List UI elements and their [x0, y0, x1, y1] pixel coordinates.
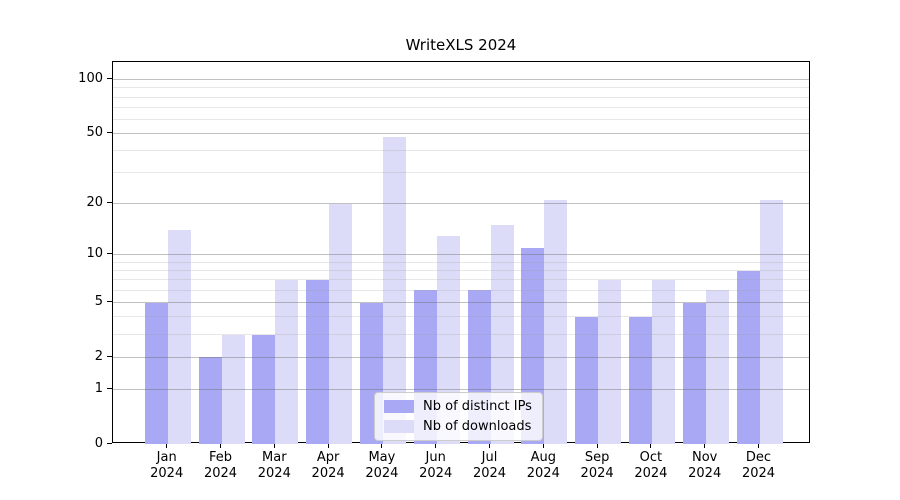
bar-distinct-ips	[306, 279, 330, 444]
y-tick-mark	[107, 387, 112, 389]
y-tick-label: 1	[94, 380, 103, 396]
x-tick-month: Sep	[584, 450, 610, 465]
bar-distinct-ips	[198, 357, 222, 444]
y-tick-label: 2	[94, 348, 103, 364]
bar-distinct-ips	[575, 316, 599, 444]
y-tick-mark	[107, 301, 112, 303]
y-tick-mark	[107, 355, 112, 357]
x-tick-label: Mar 2024	[244, 450, 304, 482]
x-tick-year: 2024	[419, 466, 453, 481]
bar-downloads	[598, 279, 622, 444]
x-tick-month: Aug	[530, 450, 556, 465]
y-tick-mark	[107, 78, 112, 80]
x-tick-mark	[542, 443, 544, 448]
bar-distinct-ips	[628, 316, 652, 444]
bar-downloads	[329, 203, 353, 444]
x-tick-year: 2024	[257, 466, 291, 481]
x-tick-label: Oct 2024	[621, 450, 681, 482]
x-tick-month: Jan	[156, 450, 177, 465]
bar-downloads	[436, 235, 460, 444]
x-tick-label: Jan 2024	[137, 450, 197, 482]
x-tick-year: 2024	[472, 466, 507, 481]
x-tick-mark	[489, 443, 490, 448]
x-tick-year: 2024	[688, 466, 722, 481]
x-tick-year: 2024	[311, 466, 345, 481]
x-tick-year: 2024	[203, 466, 238, 481]
x-tick-mark	[273, 443, 275, 448]
x-tick-mark	[650, 443, 652, 448]
y-tick-label: 100	[78, 71, 103, 87]
x-tick-month: Mar	[262, 450, 287, 465]
y-tick-label: 20	[86, 195, 103, 211]
x-tick-month: Nov	[692, 450, 718, 465]
bar-downloads	[705, 290, 729, 444]
bar-distinct-ips	[682, 302, 706, 444]
x-tick-month: Apr	[316, 450, 340, 465]
x-tick-label: Nov 2024	[675, 450, 735, 482]
x-tick-year: 2024	[580, 466, 614, 481]
x-tick-year: 2024	[365, 466, 399, 481]
chart-title: WriteXLS 2024	[405, 36, 517, 54]
legend-label-downloads: Nb of downloads	[423, 419, 532, 434]
x-tick-label: Jul 2024	[460, 450, 520, 482]
bar-downloads	[651, 279, 675, 444]
x-tick-label: Jun 2024	[406, 450, 466, 482]
x-tick-label: Aug 2024	[513, 450, 573, 482]
legend-row-distinct-ips: Nb of distinct IPs	[384, 399, 532, 414]
x-tick-year: 2024	[150, 466, 184, 481]
bar-downloads	[221, 334, 245, 444]
plot-area	[112, 61, 810, 444]
legend-label-distinct-ips: Nb of distinct IPs	[423, 399, 532, 414]
y-tick-mark	[107, 442, 112, 444]
x-tick-month: Jun	[425, 450, 446, 465]
x-tick-mark	[435, 443, 437, 448]
legend: Nb of distinct IPs Nb of downloads	[374, 392, 543, 441]
x-tick-month: May	[368, 450, 396, 465]
x-tick-mark	[166, 443, 168, 448]
y-tick-mark	[107, 253, 112, 255]
legend-row-downloads: Nb of downloads	[384, 419, 532, 434]
distinct-ips-swatch	[384, 400, 414, 413]
x-tick-mark	[327, 443, 329, 448]
x-tick-mark	[220, 443, 221, 448]
bar-distinct-ips	[252, 334, 276, 444]
y-tick-mark	[107, 202, 112, 204]
x-tick-label: Apr 2024	[298, 450, 358, 482]
bar-distinct-ips	[144, 302, 168, 444]
x-tick-month: Dec	[745, 450, 772, 465]
x-tick-month: Jul	[481, 450, 498, 465]
bar-distinct-ips	[736, 270, 760, 444]
x-tick-label: Feb 2024	[191, 450, 251, 482]
x-tick-mark	[758, 443, 759, 448]
x-tick-month: Oct	[639, 450, 663, 465]
bars-layer	[113, 62, 809, 444]
y-tick-label: 0	[94, 435, 103, 451]
x-tick-year: 2024	[634, 466, 668, 481]
x-tick-mark	[381, 443, 383, 448]
bar-downloads	[759, 199, 783, 444]
x-tick-mark	[596, 443, 598, 448]
x-tick-month: Feb	[208, 450, 233, 465]
bar-downloads	[275, 279, 299, 444]
bar-downloads	[167, 230, 191, 444]
bar-downloads	[382, 136, 406, 444]
x-tick-year: 2024	[526, 466, 560, 481]
x-tick-year: 2024	[741, 466, 776, 481]
x-tick-label: May 2024	[352, 450, 412, 482]
x-tick-label: Dec 2024	[729, 450, 789, 482]
downloads-swatch	[384, 420, 414, 433]
bar-downloads	[490, 225, 514, 444]
bar-downloads	[544, 199, 568, 444]
y-tick-label: 50	[86, 125, 103, 141]
x-tick-label: Sep 2024	[567, 450, 627, 482]
y-tick-mark	[107, 132, 112, 134]
y-tick-label: 5	[94, 294, 103, 310]
y-tick-label: 10	[86, 246, 103, 262]
x-tick-mark	[704, 443, 706, 448]
